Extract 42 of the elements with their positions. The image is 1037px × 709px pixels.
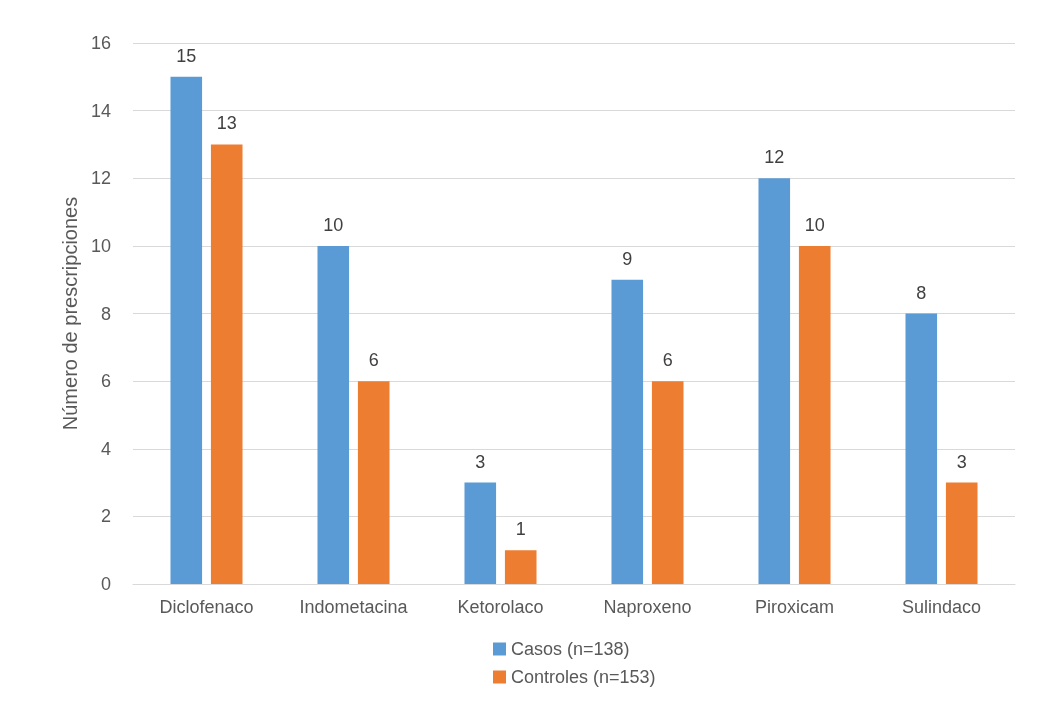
- x-tick-label: Naproxeno: [603, 597, 692, 617]
- data-label: 12: [764, 147, 785, 168]
- bar: [357, 381, 390, 584]
- bar: [504, 550, 537, 584]
- x-tick-label: Piroxicam: [754, 597, 835, 617]
- y-tick-label: 14: [90, 100, 111, 121]
- bar: [464, 482, 497, 584]
- bar: [651, 381, 684, 584]
- data-label: 3: [475, 451, 486, 472]
- bar: [317, 245, 350, 584]
- data-label: 3: [956, 451, 967, 472]
- bar: [170, 76, 203, 584]
- data-label: 9: [622, 248, 633, 269]
- y-tick-label: 16: [90, 33, 111, 53]
- y-axis-title: Número de prescripciones: [59, 196, 82, 431]
- x-tick-label: Sulindaco: [901, 597, 982, 617]
- bar: [798, 245, 831, 584]
- data-label: 1: [515, 519, 526, 540]
- bar: [758, 178, 791, 584]
- y-tick-label: 2: [100, 506, 111, 527]
- data-label: 15: [176, 45, 197, 66]
- x-tick-label: Diclofenaco: [159, 597, 254, 617]
- data-label: 10: [804, 214, 825, 235]
- y-tick-label: 4: [100, 438, 111, 459]
- data-label: 6: [368, 350, 379, 371]
- legend-label: Controles (n=153): [511, 667, 656, 687]
- data-label: 8: [916, 282, 927, 303]
- y-tick-label: 12: [90, 168, 111, 189]
- legend-label: Casos (n=138): [511, 639, 630, 659]
- y-tick-label: 10: [90, 235, 111, 256]
- data-label: 13: [216, 113, 237, 134]
- bar: [611, 279, 644, 584]
- x-tick-label: Indometacina: [299, 597, 409, 617]
- y-tick-label: 0: [100, 574, 111, 594]
- x-tick-label: Ketorolaco: [457, 597, 544, 617]
- y-tick-label: 8: [100, 303, 111, 324]
- data-label: 10: [323, 214, 344, 235]
- y-tick-label: 6: [100, 371, 111, 392]
- data-label: 6: [662, 350, 673, 371]
- bar: [945, 482, 978, 584]
- bar: [905, 313, 938, 584]
- bar: [210, 144, 243, 584]
